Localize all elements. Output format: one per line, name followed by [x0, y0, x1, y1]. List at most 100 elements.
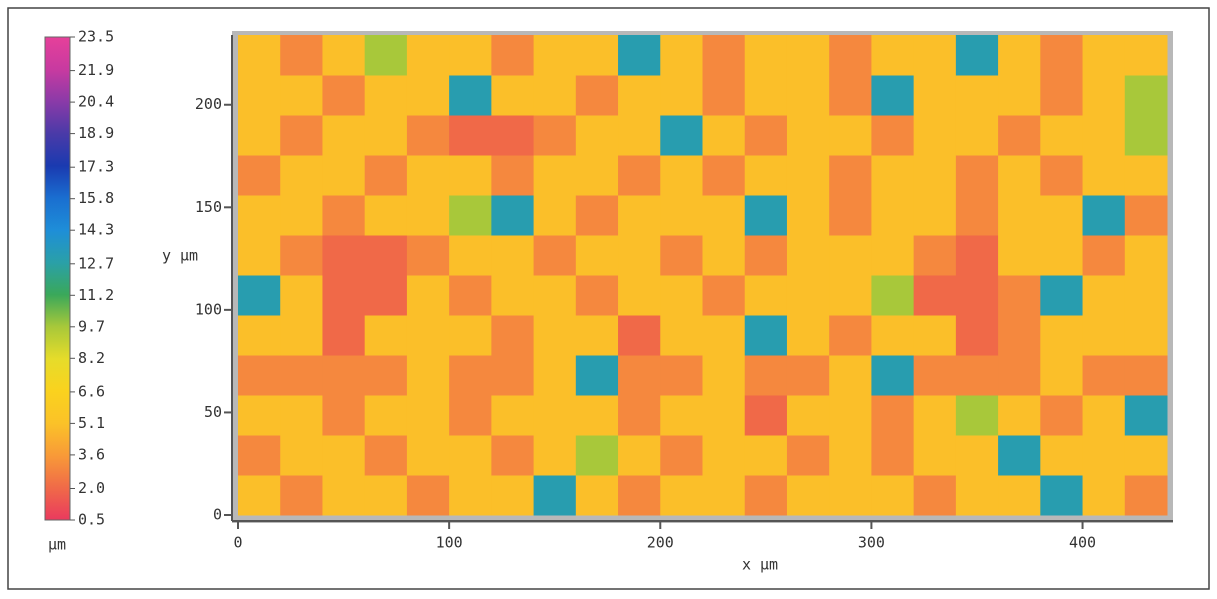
heatmap-cell [364, 195, 408, 236]
heatmap-cell [533, 475, 577, 516]
colorbar-tick-label: 14.3 [78, 221, 114, 239]
heatmap-cell [1040, 35, 1084, 76]
heatmap-cell [829, 235, 872, 276]
heatmap-cell [575, 115, 619, 156]
heatmap-cell [322, 275, 366, 316]
heatmap-cell [660, 395, 703, 436]
heatmap-cell [533, 395, 577, 436]
heatmap-cell [238, 395, 281, 436]
heatmap-cell [322, 115, 366, 156]
heatmap-cell [575, 235, 619, 276]
heatmap-cell [744, 155, 788, 196]
heatmap-cell [322, 435, 366, 476]
heatmap-cell [955, 435, 999, 476]
x-tick-label: 200 [647, 534, 674, 552]
heatmap-cell [871, 355, 915, 396]
heatmap-cell [533, 35, 577, 76]
heatmap-cell [998, 475, 1041, 516]
heatmap-cell [829, 475, 872, 516]
colorbar-tick-label: 5.1 [78, 414, 105, 432]
heatmap-cell [744, 235, 788, 276]
heatmap-cell [744, 195, 788, 236]
heatmap-cell [913, 155, 957, 196]
heatmap-cell [744, 355, 788, 396]
heatmap-cell [238, 355, 281, 396]
heatmap-cell [491, 475, 535, 516]
heatmap-cell [998, 355, 1041, 396]
heatmap-cell [238, 235, 281, 276]
heatmap-cell [491, 75, 535, 116]
heatmap-cell [364, 315, 408, 356]
heatmap-cell [238, 275, 281, 316]
heatmap-cell [998, 435, 1041, 476]
heatmap-cell [829, 155, 872, 196]
colorbar-tick-label: 11.2 [78, 286, 114, 304]
heatmap-cell [322, 35, 366, 76]
heatmap-cell [449, 395, 492, 436]
heatmap-cell [786, 315, 830, 356]
heatmap-cell [660, 355, 703, 396]
heatmap-cell [702, 355, 746, 396]
heatmap-cell [702, 195, 746, 236]
heatmap-cell [1124, 115, 1168, 156]
heatmap-cell [280, 435, 323, 476]
heatmap-cell [1082, 195, 1126, 236]
heatmap-cell [1082, 75, 1126, 116]
heatmap-cell [575, 195, 619, 236]
heatmap-cell [618, 75, 661, 116]
colorbar-tick-label: 0.5 [78, 511, 105, 529]
heatmap-cell [1082, 35, 1126, 76]
heatmap-cell [1082, 275, 1126, 316]
heatmap-cell [1124, 475, 1168, 516]
heatmap-cell [660, 315, 703, 356]
heatmap-cell [955, 115, 999, 156]
heatmap-cell [998, 315, 1041, 356]
heatmap-cell [955, 75, 999, 116]
heatmap-cell [829, 315, 872, 356]
heatmap-cell [322, 315, 366, 356]
heatmap-cell [1124, 395, 1168, 436]
heatmap-cell [491, 235, 535, 276]
heatmap-cell [364, 355, 408, 396]
heatmap-cell [660, 155, 703, 196]
heatmap-cell [913, 115, 957, 156]
heatmap-cell [829, 75, 872, 116]
heatmap-cell [786, 275, 830, 316]
heatmap-cell [1040, 355, 1084, 396]
heatmap-cell [280, 475, 323, 516]
heatmap-cell [1082, 435, 1126, 476]
colorbar-tick-label: 12.7 [78, 254, 114, 272]
heatmap-cell [406, 75, 450, 116]
heatmap-cell [1124, 355, 1168, 396]
heatmap-cell [618, 275, 661, 316]
heatmap-cell [533, 435, 577, 476]
heatmap-cell [575, 315, 619, 356]
heatmap-cell [702, 155, 746, 196]
heatmap-cell [702, 115, 746, 156]
y-tick-label: 150 [195, 198, 222, 216]
heatmap-cell [1124, 75, 1168, 116]
heatmap-cell [1082, 475, 1126, 516]
heatmap-cell [364, 235, 408, 276]
heatmap-cell [491, 35, 535, 76]
heatmap-cell [871, 435, 915, 476]
heatmap-cell [406, 235, 450, 276]
heatmap-cell [786, 395, 830, 436]
heatmap-cell [660, 115, 703, 156]
heatmap-cell [449, 35, 492, 76]
heatmap-cell [660, 75, 703, 116]
heatmap-cell [998, 115, 1041, 156]
heatmap-cell [702, 315, 746, 356]
heatmap-cell [280, 115, 323, 156]
heatmap-cell [1040, 275, 1084, 316]
heatmap-cell [238, 35, 281, 76]
heatmap-cell [364, 275, 408, 316]
heatmap-cell [1124, 275, 1168, 316]
heatmap-cell [829, 275, 872, 316]
heatmap-cell [660, 35, 703, 76]
heatmap-cell [406, 355, 450, 396]
heatmap-cell [575, 475, 619, 516]
heatmap-cell [280, 235, 323, 276]
colorbar-tick-label: 3.6 [78, 445, 105, 463]
